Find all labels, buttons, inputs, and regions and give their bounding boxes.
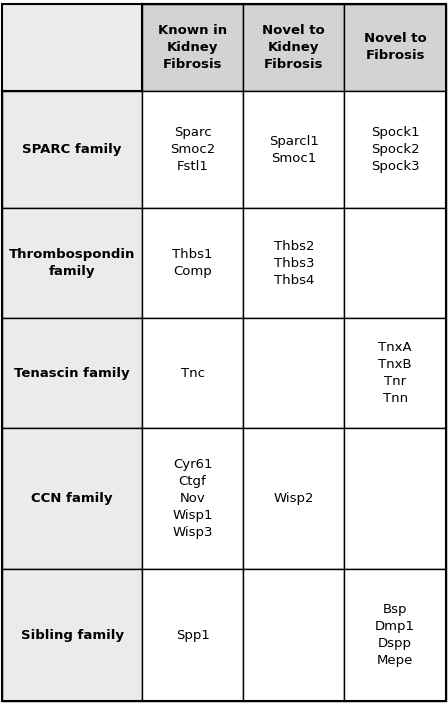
Bar — [2, 569, 142, 701]
Text: Novel to
Kidney
Fibrosis: Novel to Kidney Fibrosis — [263, 24, 325, 70]
Text: Known in
Kidney
Fibrosis: Known in Kidney Fibrosis — [158, 24, 227, 70]
Bar — [142, 91, 243, 209]
Bar — [142, 319, 243, 429]
Text: Spp1: Spp1 — [176, 629, 210, 642]
Text: SPARC family: SPARC family — [22, 143, 122, 156]
Text: Novel to
Fibrosis: Novel to Fibrosis — [364, 32, 426, 62]
Text: Thrombospondin
family: Thrombospondin family — [9, 248, 135, 278]
Text: Bsp
Dmp1
Dspp
Mepe: Bsp Dmp1 Dspp Mepe — [375, 603, 415, 667]
Bar — [2, 429, 142, 569]
Bar — [2, 319, 142, 429]
Text: TnxA
TnxB
Tnr
Tnn: TnxA TnxB Tnr Tnn — [378, 341, 412, 405]
Text: Sparcl1
Smoc1: Sparcl1 Smoc1 — [269, 135, 319, 164]
Bar — [142, 569, 243, 701]
Bar — [2, 4, 142, 91]
Bar — [243, 569, 345, 701]
Bar — [345, 429, 446, 569]
Text: Spock1
Spock2
Spock3: Spock1 Spock2 Spock3 — [371, 126, 419, 173]
Text: Thbs1
Comp: Thbs1 Comp — [172, 248, 213, 278]
Text: Sparc
Smoc2
Fstl1: Sparc Smoc2 Fstl1 — [170, 126, 215, 173]
Text: Tenascin family: Tenascin family — [14, 367, 130, 380]
Bar — [243, 319, 345, 429]
Text: Thbs2
Thbs3
Thbs4: Thbs2 Thbs3 Thbs4 — [274, 240, 314, 287]
Bar — [142, 429, 243, 569]
Bar — [2, 91, 142, 209]
Bar — [345, 209, 446, 319]
Bar — [345, 569, 446, 701]
Bar — [345, 91, 446, 209]
Text: CCN family: CCN family — [31, 492, 113, 505]
Text: Wisp2: Wisp2 — [274, 492, 314, 505]
Bar — [142, 209, 243, 319]
Bar — [345, 319, 446, 429]
Bar — [243, 209, 345, 319]
Text: Sibling family: Sibling family — [21, 629, 124, 642]
Text: Cyr61
Ctgf
Nov
Wisp1
Wisp3: Cyr61 Ctgf Nov Wisp1 Wisp3 — [172, 458, 213, 539]
Bar — [243, 429, 345, 569]
Bar — [345, 4, 446, 91]
Bar — [2, 209, 142, 319]
Bar — [243, 4, 345, 91]
Bar — [142, 4, 243, 91]
Bar — [243, 91, 345, 209]
Text: Tnc: Tnc — [181, 367, 205, 380]
